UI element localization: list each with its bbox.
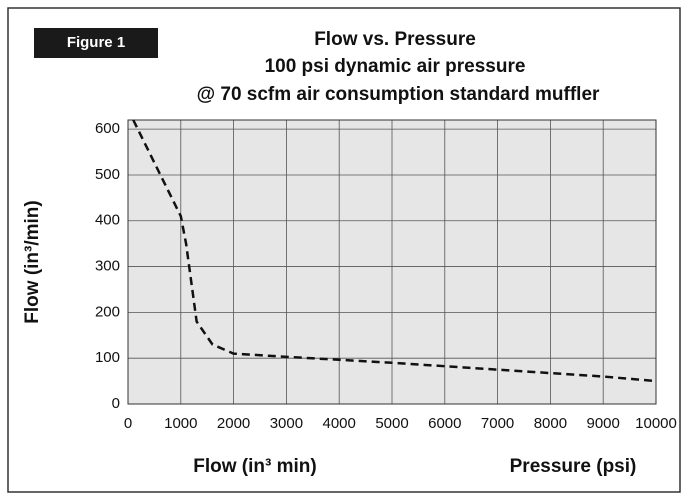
x-tick-label: 4000: [323, 415, 356, 432]
chart-subtitle: 100 psi dynamic air pressure: [265, 56, 526, 77]
x-axis-label: Flow (in³ min): [193, 456, 316, 477]
chart-subtitle: @ 70 scfm air consumption standard muffl…: [197, 84, 600, 105]
figure-label-box: [34, 28, 158, 58]
y-tick-label: 600: [95, 120, 120, 137]
chart-title: Flow vs. Pressure: [314, 29, 476, 50]
x-tick-label: 3000: [270, 415, 303, 432]
y-tick-label: 0: [112, 395, 120, 412]
x-tick-label: 10000: [635, 415, 677, 432]
y-axis-label: Flow (in³/min): [22, 200, 43, 323]
x-tick-label: 6000: [428, 415, 461, 432]
y-tick-label: 400: [95, 212, 120, 229]
y-tick-label: 100: [95, 349, 120, 366]
x-tick-label: 1000: [164, 415, 197, 432]
x-tick-label: 2000: [217, 415, 250, 432]
x-tick-label: 8000: [534, 415, 567, 432]
plot-border: [127, 119, 657, 405]
x-tick-label: 7000: [481, 415, 514, 432]
data-line: [132, 119, 657, 383]
x-tick-label: 9000: [587, 415, 620, 432]
y-tick-label: 300: [95, 258, 120, 275]
figure-label: Figure 1: [67, 34, 125, 51]
y-tick-label: 200: [95, 303, 120, 320]
x-tick-label: 5000: [375, 415, 408, 432]
y-tick-label: 500: [95, 166, 120, 183]
x-axis-label: Pressure (psi): [510, 456, 637, 477]
x-tick-label: 0: [124, 415, 132, 432]
